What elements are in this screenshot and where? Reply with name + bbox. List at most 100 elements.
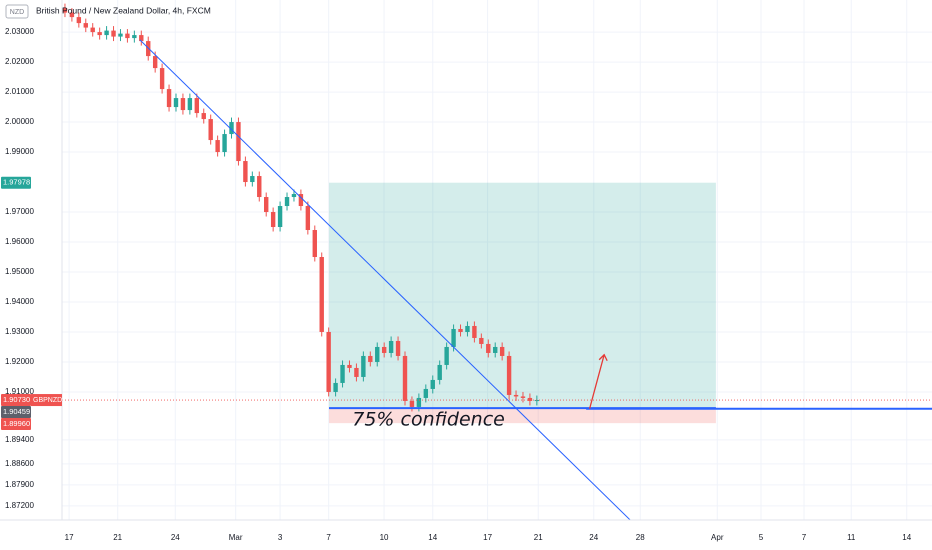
y-tick-label: 1.95000 — [5, 267, 34, 276]
trendline — [139, 39, 641, 531]
candle-body — [340, 364, 345, 383]
loss-zone — [329, 408, 716, 424]
candle-body — [368, 355, 373, 362]
candle-body — [472, 325, 477, 338]
candle-body — [354, 367, 359, 377]
price-label: 1.97978 — [3, 178, 30, 187]
chart-title: British Pound / New Zealand Dollar, 4h, … — [36, 5, 211, 15]
candle-body — [257, 176, 262, 198]
x-tick-label: 14 — [428, 533, 437, 542]
currency-badge-bg — [5, 4, 29, 19]
candle-body — [111, 30, 116, 37]
y-tick-label: 1.89400 — [5, 435, 34, 444]
candle-body — [69, 12, 75, 18]
profit-zone — [329, 182, 716, 409]
candle-body — [493, 346, 498, 353]
y-tick-label: 1.94000 — [5, 297, 34, 306]
candle-body — [187, 98, 193, 111]
y-tick-label: 2.02000 — [5, 57, 34, 66]
candle-body — [416, 397, 422, 407]
y-tick-label: 1.99000 — [5, 147, 34, 156]
price-label-bg — [1, 406, 31, 419]
candle-body — [194, 98, 200, 114]
candle-body — [430, 379, 435, 389]
y-tick-label: 1.91000 — [5, 387, 34, 396]
x-tick-label: 24 — [589, 533, 598, 542]
candle-body — [444, 346, 449, 365]
candle-body — [104, 30, 109, 36]
arrow-head — [598, 353, 608, 362]
x-tick-label: 21 — [534, 533, 543, 542]
candle-body — [270, 212, 276, 228]
candle-body — [381, 346, 387, 353]
candle-body — [347, 364, 352, 368]
candle-body — [180, 98, 186, 111]
candle-body — [125, 33, 130, 39]
price-axis — [0, 0, 62, 520]
symbol-label: GBPNZD — [33, 397, 62, 404]
candle-body — [277, 206, 283, 228]
candle-body — [236, 122, 241, 162]
candle-body — [319, 257, 324, 332]
candle-body — [90, 27, 95, 33]
candle-body — [298, 194, 304, 207]
candle-body — [166, 89, 172, 108]
y-tick-label: 1.87900 — [5, 480, 34, 489]
y-tick-label: 2.00000 — [5, 117, 34, 126]
candle-body — [62, 8, 68, 13]
candle-body — [243, 161, 248, 183]
candle-body — [326, 331, 331, 392]
price-label: 1.90730 — [3, 395, 30, 404]
candle-body — [250, 176, 255, 183]
candle-body — [409, 400, 415, 407]
price-label-bg — [1, 176, 31, 189]
x-tick-label: Apr — [711, 533, 724, 542]
x-tick-label: 14 — [902, 533, 911, 542]
candle-body — [395, 340, 401, 356]
candle-body — [152, 56, 158, 69]
price-label-bg — [1, 394, 31, 407]
symbol-label-bg — [31, 394, 62, 407]
candle-body — [361, 355, 366, 377]
candle-body — [215, 140, 220, 153]
y-tick-label: 2.03000 — [5, 27, 34, 36]
candle-body — [458, 328, 463, 332]
candle-body — [284, 197, 290, 207]
y-tick-label: 1.97000 — [5, 207, 34, 216]
price-label: 1.90459 — [3, 407, 30, 416]
candle-body — [451, 328, 456, 347]
candle-body — [520, 396, 526, 398]
candle-body — [83, 23, 88, 28]
candle-body — [402, 355, 408, 401]
price-label: 1.89960 — [3, 419, 30, 428]
candle-body — [139, 35, 144, 42]
candle-body — [333, 382, 338, 392]
x-tick-label: Mar — [229, 533, 243, 542]
y-tick-label: 1.92000 — [5, 357, 34, 366]
candle-body — [465, 325, 470, 332]
candle-body — [159, 68, 165, 90]
candle-body — [264, 197, 269, 213]
candle-body — [506, 355, 512, 395]
candle-body — [513, 394, 519, 397]
x-tick-label: 28 — [636, 533, 645, 542]
y-tick-label: 1.93000 — [5, 327, 34, 336]
candle-body — [534, 400, 540, 402]
time-axis — [0, 520, 932, 550]
candle-body — [305, 206, 311, 231]
x-tick-label: 17 — [483, 533, 492, 542]
candle-body — [479, 337, 484, 344]
candle-body — [437, 364, 442, 380]
candle-body — [291, 194, 297, 198]
arrow — [588, 354, 605, 409]
candle-body — [388, 340, 394, 353]
candle-body — [132, 35, 137, 39]
price-label-bg — [1, 418, 31, 431]
candle-body — [173, 98, 179, 108]
x-tick-label: 17 — [65, 533, 74, 542]
annotation: 75% confidence — [352, 408, 505, 430]
candle-body — [499, 346, 505, 356]
x-tick-label: 11 — [847, 533, 856, 542]
